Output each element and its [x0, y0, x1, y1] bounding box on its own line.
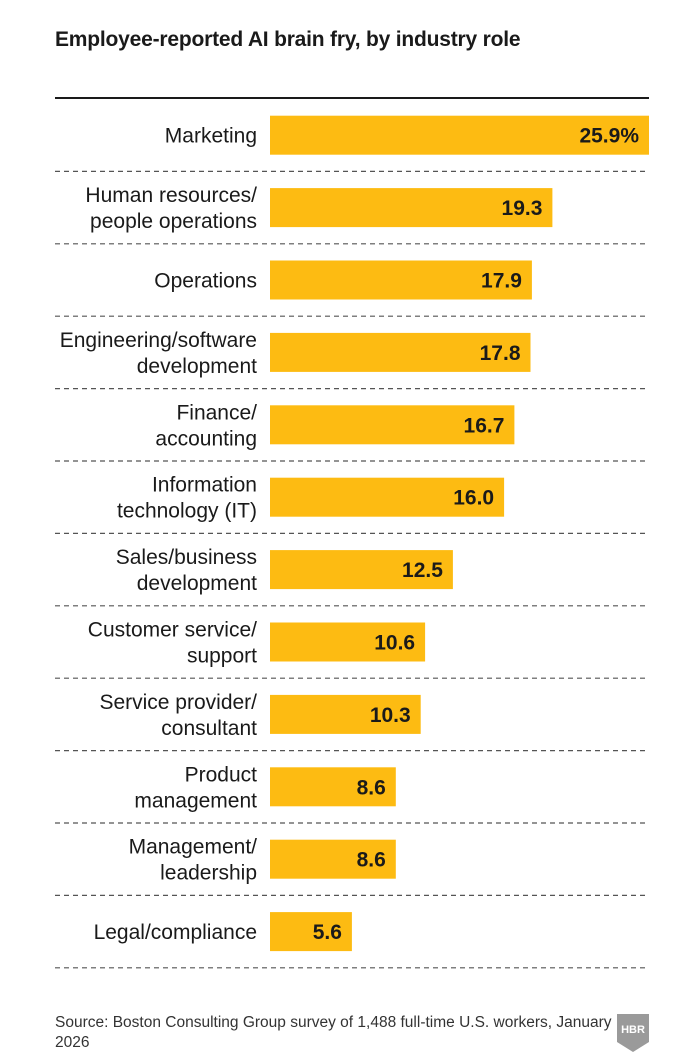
category-label-1: Human resources/people operations: [85, 184, 257, 233]
bar-1: [270, 188, 553, 228]
hbr-logo: HBR: [617, 1014, 649, 1052]
value-label-7: 10.6: [374, 632, 415, 655]
bar-chart: 25.9% Marketing 19.3 Human resources/people…: [55, 115, 649, 969]
value-label-4: 16.7: [464, 414, 505, 437]
category-label-11: Legal/compliance: [94, 921, 257, 944]
chart-title: Employee-reported AI brain fry, by indus…: [55, 28, 521, 51]
bar-5: [270, 477, 505, 517]
bar-3: [270, 332, 531, 372]
bar-11: [270, 912, 352, 952]
category-label-4: Finance/accounting: [155, 401, 257, 450]
category-label-2: Operations: [154, 270, 257, 293]
value-label-5: 16.0: [453, 487, 494, 510]
hbr-logo-text: HBR: [621, 1024, 645, 1036]
value-label-6: 12.5: [402, 559, 443, 582]
source-note: Source: Boston Consulting Group survey o…: [55, 1014, 612, 1051]
bar-10: [270, 839, 396, 879]
value-label-0: 25.9%: [579, 125, 639, 148]
bar-7: [270, 622, 426, 662]
category-label-6: Sales/business development: [116, 546, 257, 595]
top-rule: [55, 97, 649, 99]
bar-9: [270, 767, 396, 807]
value-label-8: 10.3: [370, 704, 411, 727]
bar-8: [270, 694, 421, 734]
category-label-9: Product management: [134, 763, 257, 812]
value-label-3: 17.8: [480, 342, 521, 365]
bar-6: [270, 550, 453, 590]
value-label-11: 5.6: [313, 921, 342, 944]
category-label-10: Management/leadership: [129, 836, 258, 885]
value-label-9: 8.6: [357, 776, 386, 799]
bar-0: [270, 115, 649, 155]
category-label-7: Customer service/support: [88, 619, 257, 668]
value-label-10: 8.6: [357, 849, 386, 872]
category-label-8: Service provider/consultant: [99, 691, 257, 740]
category-label-0: Marketing: [165, 125, 257, 148]
value-label-1: 19.3: [502, 197, 543, 220]
category-label-5: Information technology (IT): [117, 474, 257, 523]
bar-4: [270, 405, 515, 445]
value-label-2: 17.9: [481, 270, 522, 293]
category-label-3: Engineering/software development: [60, 329, 257, 378]
bar-2: [270, 260, 532, 300]
